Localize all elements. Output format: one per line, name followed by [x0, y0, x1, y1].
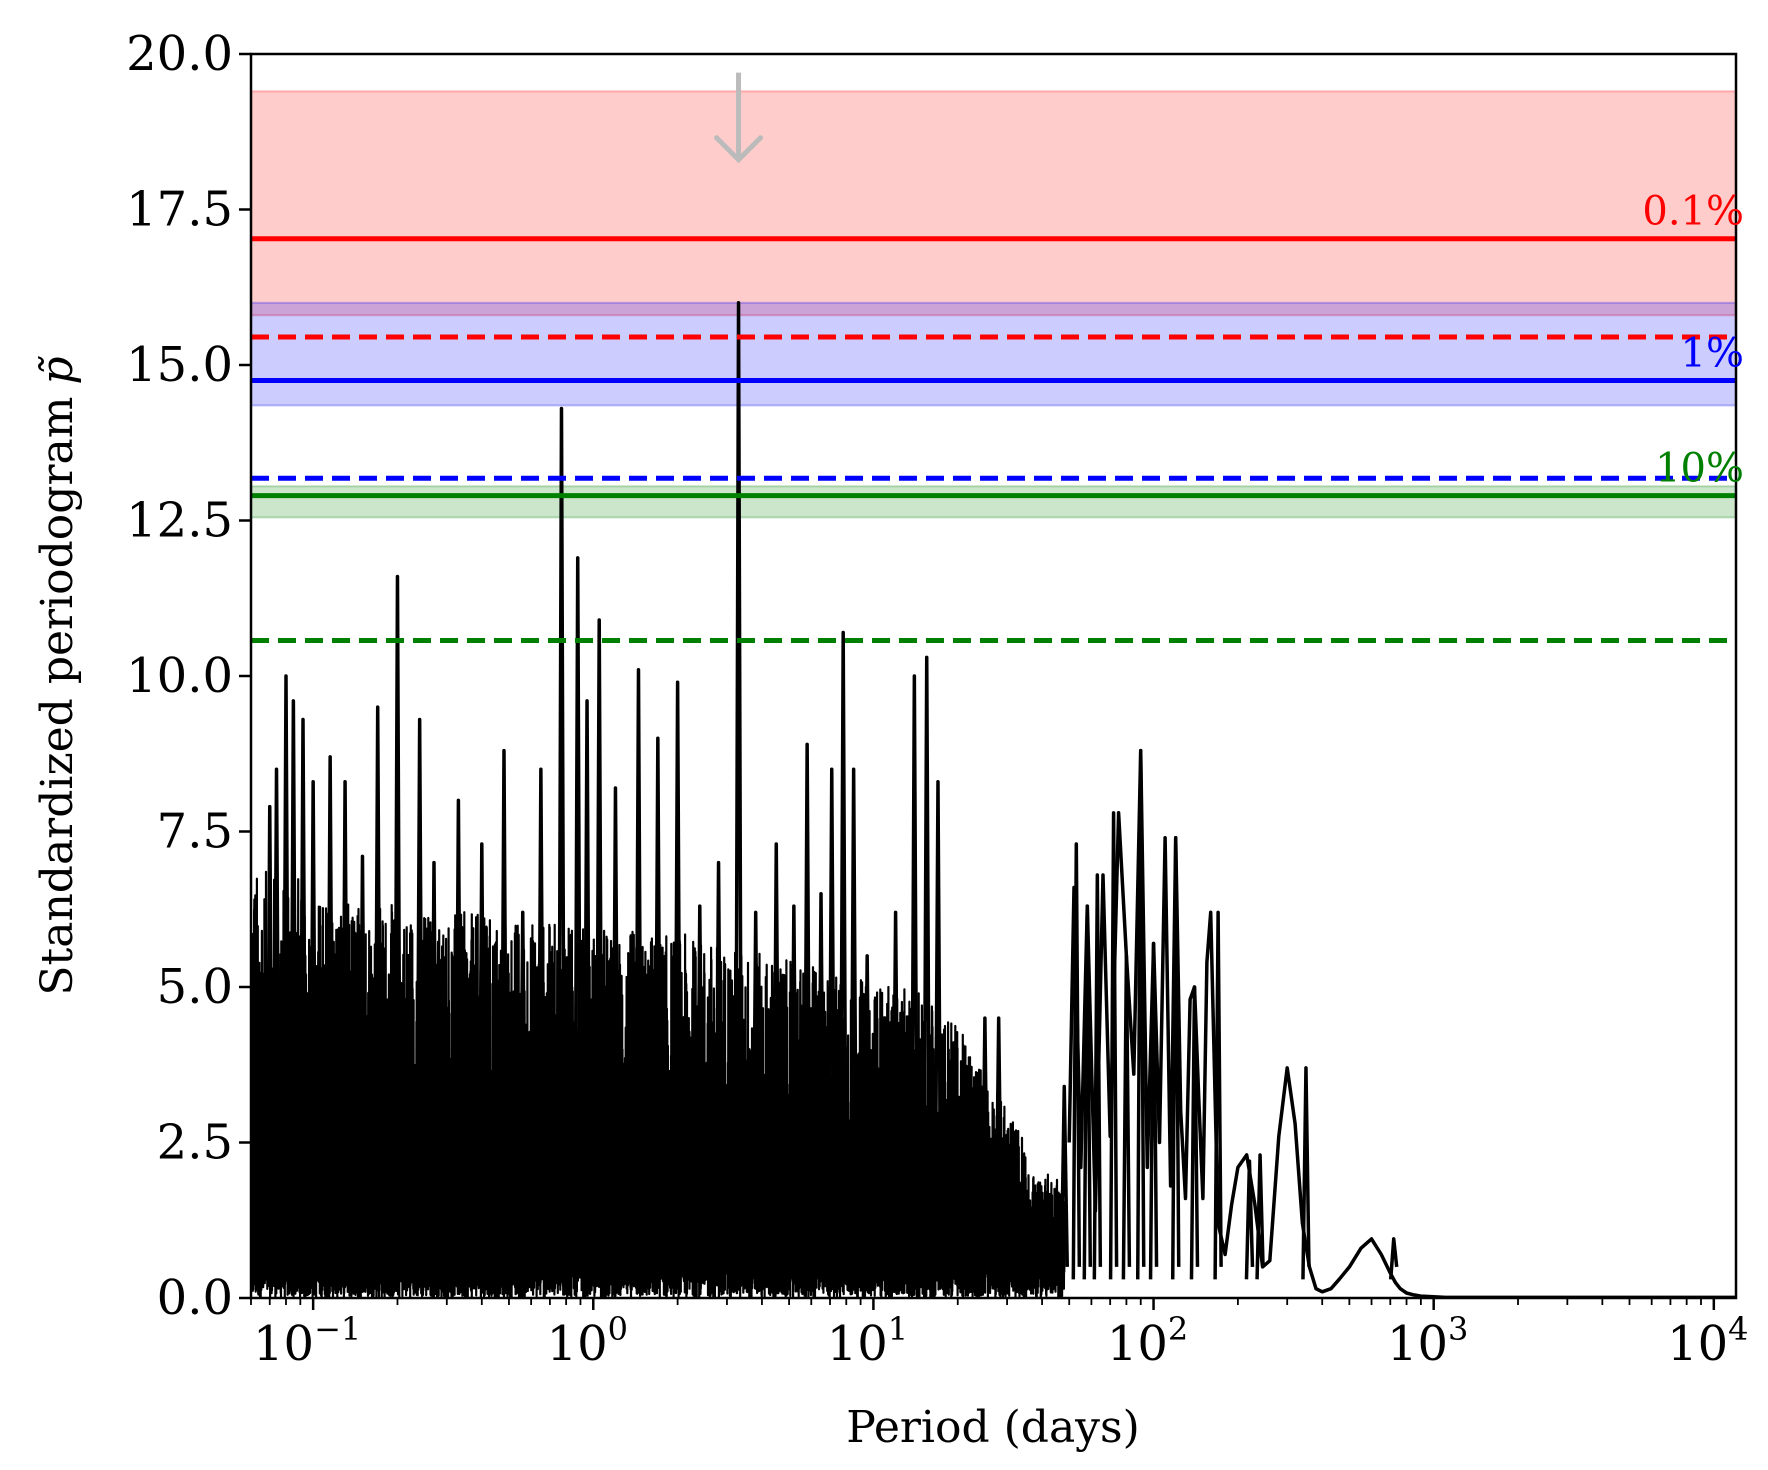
peak-25	[653, 736, 663, 1280]
peak-16	[499, 748, 509, 1280]
peak-2	[271, 767, 282, 1280]
peak-30	[750, 910, 761, 1280]
x-tick-base: 10	[547, 1316, 608, 1372]
peak-44	[993, 1016, 1004, 1280]
x-tick-label-0: 10−1	[253, 1310, 361, 1372]
peak-37	[848, 767, 859, 1280]
peak-40	[909, 674, 920, 1280]
peak-17	[517, 910, 528, 1280]
peak-32	[789, 904, 799, 1280]
x-tick-exponent: 4	[1728, 1310, 1748, 1348]
peak-6	[308, 779, 318, 1280]
peak-9	[357, 854, 368, 1280]
arrow-head	[714, 135, 764, 164]
peak-8	[340, 779, 350, 1280]
peak-27	[695, 904, 705, 1280]
x-axis-label: Period (days)	[846, 1402, 1140, 1453]
x-tick-label-1: 100	[547, 1310, 628, 1372]
threshold-labels: 0.1% 1% 10%	[1642, 189, 1744, 492]
peak-31	[771, 842, 782, 1280]
peak-60	[1301, 1066, 1311, 1280]
peak-43	[980, 1016, 990, 1280]
peak-arrow	[714, 72, 764, 164]
peak-11	[392, 574, 403, 1280]
peak-24	[633, 668, 644, 1280]
threshold-label-2: 1%	[1681, 331, 1744, 377]
peak-19	[556, 406, 567, 1280]
y-axis-ticks: 0.0 2.5 5.0 7.5 10.0 12.5 15.0 17.5 20.0	[126, 26, 251, 1326]
x-tick-label-4: 103	[1387, 1310, 1468, 1372]
false-alarm-thresholds	[251, 236, 1736, 644]
y-axis-label-text: Standardized periodogram	[32, 397, 83, 996]
peak-0	[251, 898, 260, 1280]
peak-47	[1059, 1084, 1069, 1280]
peak-33	[802, 742, 812, 1280]
peak-14	[453, 798, 464, 1280]
y-axis-label-symbol: p̃	[32, 356, 83, 385]
peak-22	[594, 618, 604, 1280]
peak-3	[281, 674, 291, 1280]
threshold-label-0: 0.1%	[1642, 189, 1744, 235]
periodogram-line-0	[1067, 748, 1736, 1298]
peak-10	[372, 705, 383, 1280]
peak-34	[816, 891, 826, 1280]
x-tick-exponent: 2	[1168, 1310, 1188, 1348]
y-tick-label-6: 15.0	[126, 337, 233, 393]
peak-26	[672, 680, 683, 1280]
peak-1	[265, 804, 275, 1280]
peak-23	[610, 786, 621, 1280]
x-axis-ticks: 10−1 100 101 102 103 104	[250, 1298, 1749, 1372]
y-tick-label-0: 0.0	[157, 1270, 233, 1326]
x-tick-base: 10	[827, 1316, 888, 1372]
peak-61	[1388, 1237, 1399, 1280]
peak-41	[921, 655, 932, 1280]
x-tick-base: 10	[1387, 1316, 1448, 1372]
x-tick-exponent: 3	[1448, 1310, 1468, 1348]
y-tick-label-4: 10.0	[126, 648, 233, 704]
x-tick-label-3: 102	[1107, 1310, 1188, 1372]
band-2	[251, 485, 1736, 519]
peak-38	[862, 954, 872, 1280]
peak-13	[429, 860, 439, 1280]
peak-45	[1013, 1190, 1024, 1280]
y-tick-label-1: 2.5	[157, 1115, 233, 1171]
peak-18	[536, 767, 546, 1280]
x-tick-label-5: 104	[1667, 1310, 1748, 1372]
x-tick-exponent: 0	[608, 1310, 628, 1348]
peak-20	[572, 556, 583, 1280]
y-tick-label-5: 12.5	[126, 493, 233, 549]
y-tick-label-3: 7.5	[157, 804, 233, 860]
x-tick-exponent: −1	[314, 1310, 361, 1348]
peak-12	[414, 717, 425, 1280]
x-tick-base: 10	[1667, 1316, 1728, 1372]
band-0	[251, 90, 1736, 317]
peak-21	[582, 699, 592, 1280]
y-axis-label: Standardized periodogram p̃	[32, 356, 83, 996]
peak-29	[733, 301, 744, 1280]
x-tick-base: 10	[1107, 1316, 1168, 1372]
peak-42	[933, 779, 943, 1280]
peak-46	[1037, 1258, 1047, 1280]
y-tick-label-7: 17.5	[126, 182, 233, 238]
peak-39	[890, 910, 901, 1280]
confidence-bands	[251, 90, 1736, 519]
y-tick-label-8: 20.0	[126, 26, 233, 82]
peak-15	[477, 842, 487, 1280]
peak-7	[325, 755, 335, 1280]
peak-35	[826, 767, 837, 1280]
peak-4	[288, 699, 299, 1280]
x-tick-base: 10	[253, 1316, 314, 1372]
y-tick-label-2: 5.0	[157, 959, 233, 1015]
x-tick-label-2: 101	[827, 1310, 908, 1372]
band-1	[251, 301, 1736, 407]
peak-36	[838, 630, 848, 1280]
periodogram-series	[251, 301, 1736, 1298]
threshold-label-4: 10%	[1655, 446, 1744, 492]
peak-5	[298, 717, 308, 1280]
peak-28	[713, 860, 724, 1280]
x-tick-exponent: 1	[888, 1310, 908, 1348]
